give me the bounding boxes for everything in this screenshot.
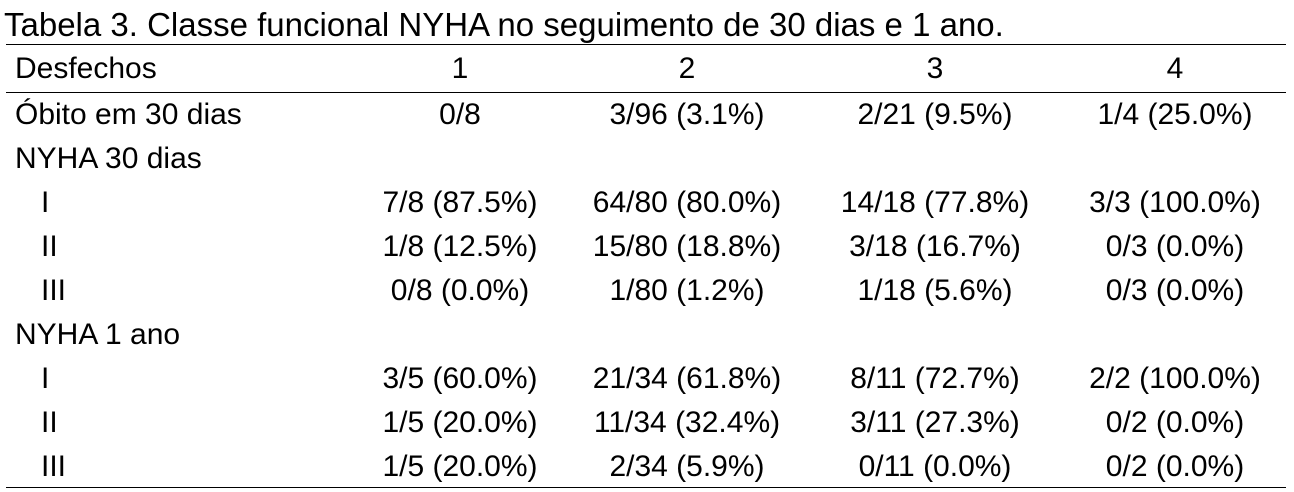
row-label: III xyxy=(41,274,67,307)
header-rule xyxy=(6,92,1286,93)
data-cell: 14/18 (77.8%) xyxy=(840,186,1030,219)
data-cell: 1/5 (20.0%) xyxy=(382,406,538,439)
row-label: Óbito em 30 dias xyxy=(15,98,242,131)
data-cell: 2/34 (5.9%) xyxy=(609,450,765,483)
data-cell: 3/5 (60.0%) xyxy=(382,362,538,395)
data-cell: 3/96 (3.1%) xyxy=(609,98,765,131)
header-cell: 1 xyxy=(451,52,469,85)
header-cell: 4 xyxy=(1166,52,1184,85)
data-cell: 1/5 (20.0%) xyxy=(382,450,538,483)
header-cell: 3 xyxy=(926,52,944,85)
data-cell: 64/80 (80.0%) xyxy=(592,186,782,219)
bottom-rule xyxy=(6,487,1286,488)
data-cell: 0/2 (0.0%) xyxy=(1105,406,1245,439)
row-label: NYHA 30 dias xyxy=(15,142,202,175)
data-cell: 0/8 (0.0%) xyxy=(390,274,530,307)
data-cell: 3/3 (100.0%) xyxy=(1089,186,1261,219)
row-label: NYHA 1 ano xyxy=(15,318,181,351)
table-title: Tabela 3. Classe funcional NYHA no segui… xyxy=(4,6,1004,43)
data-cell: 1/4 (25.0%) xyxy=(1097,98,1253,131)
data-cell: 2/2 (100.0%) xyxy=(1089,362,1261,395)
data-cell: 0/3 (0.0%) xyxy=(1105,274,1245,307)
data-cell: 11/34 (32.4%) xyxy=(593,406,781,439)
row-label: I xyxy=(41,362,50,395)
data-cell: 0/3 (0.0%) xyxy=(1105,230,1245,263)
data-cell: 3/18 (16.7%) xyxy=(849,230,1021,263)
header-cell: 2 xyxy=(678,52,696,85)
data-cell: 1/8 (12.5%) xyxy=(382,230,538,263)
row-label: II xyxy=(41,230,58,263)
row-label: III xyxy=(41,450,67,483)
data-cell: 1/80 (1.2%) xyxy=(609,274,765,307)
row-label: II xyxy=(41,406,58,439)
header-cell: Desfechos xyxy=(15,52,157,85)
top-rule xyxy=(6,44,1286,45)
data-cell: 3/11 (27.3%) xyxy=(850,406,1020,439)
data-cell: 0/2 (0.0%) xyxy=(1105,450,1245,483)
data-cell: 15/80 (18.8%) xyxy=(592,230,782,263)
data-cell: 0/11 (0.0%) xyxy=(858,450,1012,483)
data-cell: 8/11 (72.7%) xyxy=(850,362,1020,395)
row-label: I xyxy=(41,186,50,219)
data-cell: 0/8 xyxy=(439,98,481,131)
data-cell: 1/18 (5.6%) xyxy=(857,274,1013,307)
data-cell: 21/34 (61.8%) xyxy=(592,362,782,395)
data-cell: 2/21 (9.5%) xyxy=(857,98,1013,131)
data-cell: 7/8 (87.5%) xyxy=(382,186,538,219)
